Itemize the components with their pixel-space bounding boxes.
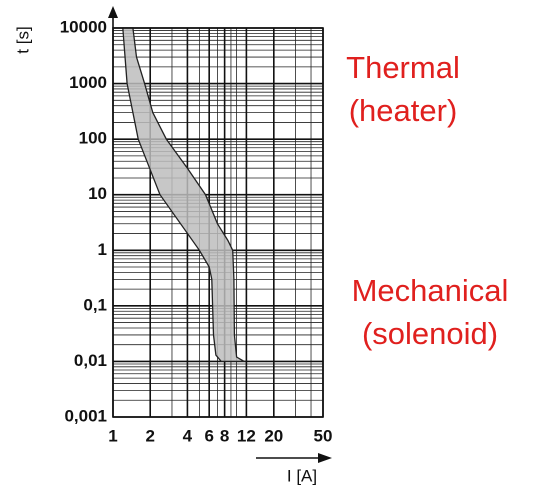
y-arrow-head [108,6,118,18]
annotation: (heater) [349,93,458,128]
annotation: (solenoid) [362,316,498,351]
y-tick-label: 10000 [60,17,107,36]
annotation: Thermal [346,50,460,85]
x-axis-label: I [A] [287,466,317,485]
time-current-band [122,27,247,363]
x-tick-label: 6 [204,426,213,445]
y-tick-label: 0,01 [74,351,107,370]
y-axis-label: t [s] [13,26,32,53]
x-tick-label: 50 [314,426,333,445]
y-tick-label: 0,1 [83,295,107,314]
x-tick-label: 1 [108,426,117,445]
y-tick-label: 100 [79,129,107,148]
annotation: Mechanical [352,273,509,308]
x-tick-label: 20 [264,426,283,445]
y-tick-label: 1 [98,240,107,259]
x-tick-label: 2 [145,426,154,445]
x-tick-label: 4 [183,426,193,445]
x-tick-label: 12 [237,426,256,445]
x-arrow-head [318,453,332,463]
plot-frame [112,27,324,418]
y-tick-label: 0,001 [64,406,107,425]
x-tick-label: 8 [220,426,229,445]
y-tick-label: 1000 [69,73,107,92]
y-tick-label: 10 [88,184,107,203]
